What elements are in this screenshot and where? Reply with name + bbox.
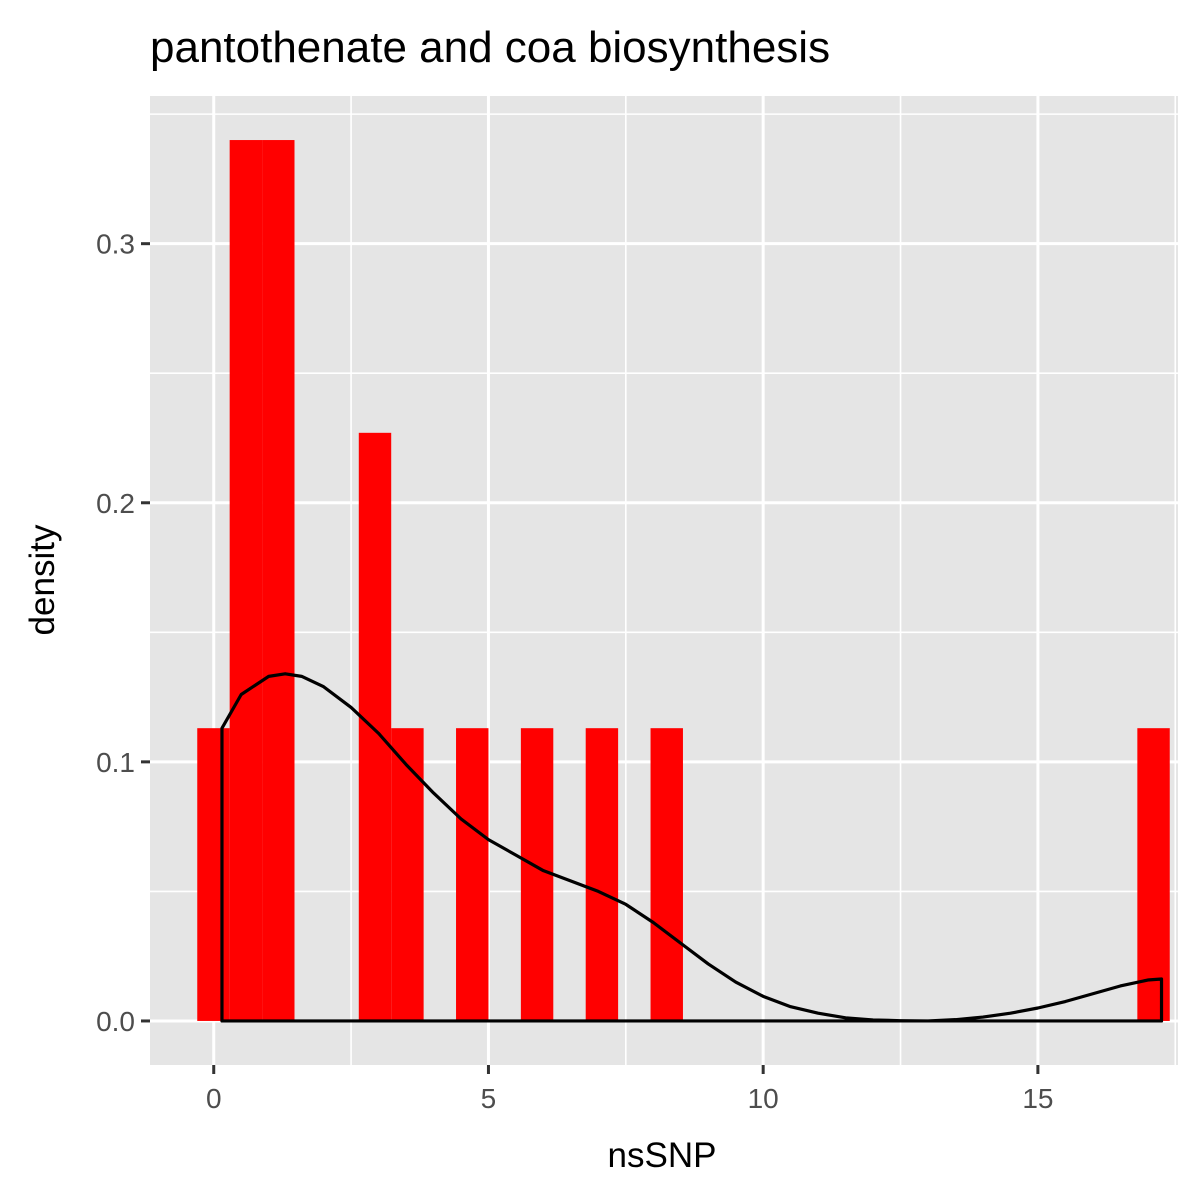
histogram-bar: [358, 432, 392, 1021]
y-axis-tick-label: 0.0: [96, 1006, 135, 1037]
chart-title: pantothenate and coa biosynthesis: [150, 23, 830, 72]
y-axis-tick-label: 0.3: [96, 229, 135, 260]
x-axis: 0 5 10 15: [206, 1065, 1053, 1114]
histogram-bar: [456, 728, 489, 1021]
y-axis: 0.0 0.1 0.2 0.3: [96, 229, 150, 1037]
x-axis-tick-label: 15: [1022, 1083, 1053, 1114]
grid-minor-lines: [150, 96, 1178, 1065]
density-curve: [220, 672, 1164, 1023]
histogram-bar: [650, 728, 683, 1021]
y-axis-tick-label: 0.1: [96, 747, 135, 778]
histogram-bar: [585, 728, 619, 1021]
y-axis-title: density: [23, 524, 62, 635]
x-axis-tick-label: 0: [206, 1083, 222, 1114]
histogram-bar: [1137, 728, 1170, 1021]
y-axis-tick-label: 0.2: [96, 488, 135, 519]
x-axis-tick-label: 5: [481, 1083, 497, 1114]
histogram-bars: [197, 140, 1170, 1021]
x-axis-tick-label: 10: [748, 1083, 779, 1114]
histogram-bar: [197, 728, 230, 1021]
histogram-bar: [520, 728, 554, 1021]
histogram-bar: [391, 728, 424, 1021]
histogram-bar: [229, 140, 263, 1021]
x-axis-title: nsSNP: [608, 1136, 717, 1175]
histogram-bar: [262, 140, 295, 1021]
